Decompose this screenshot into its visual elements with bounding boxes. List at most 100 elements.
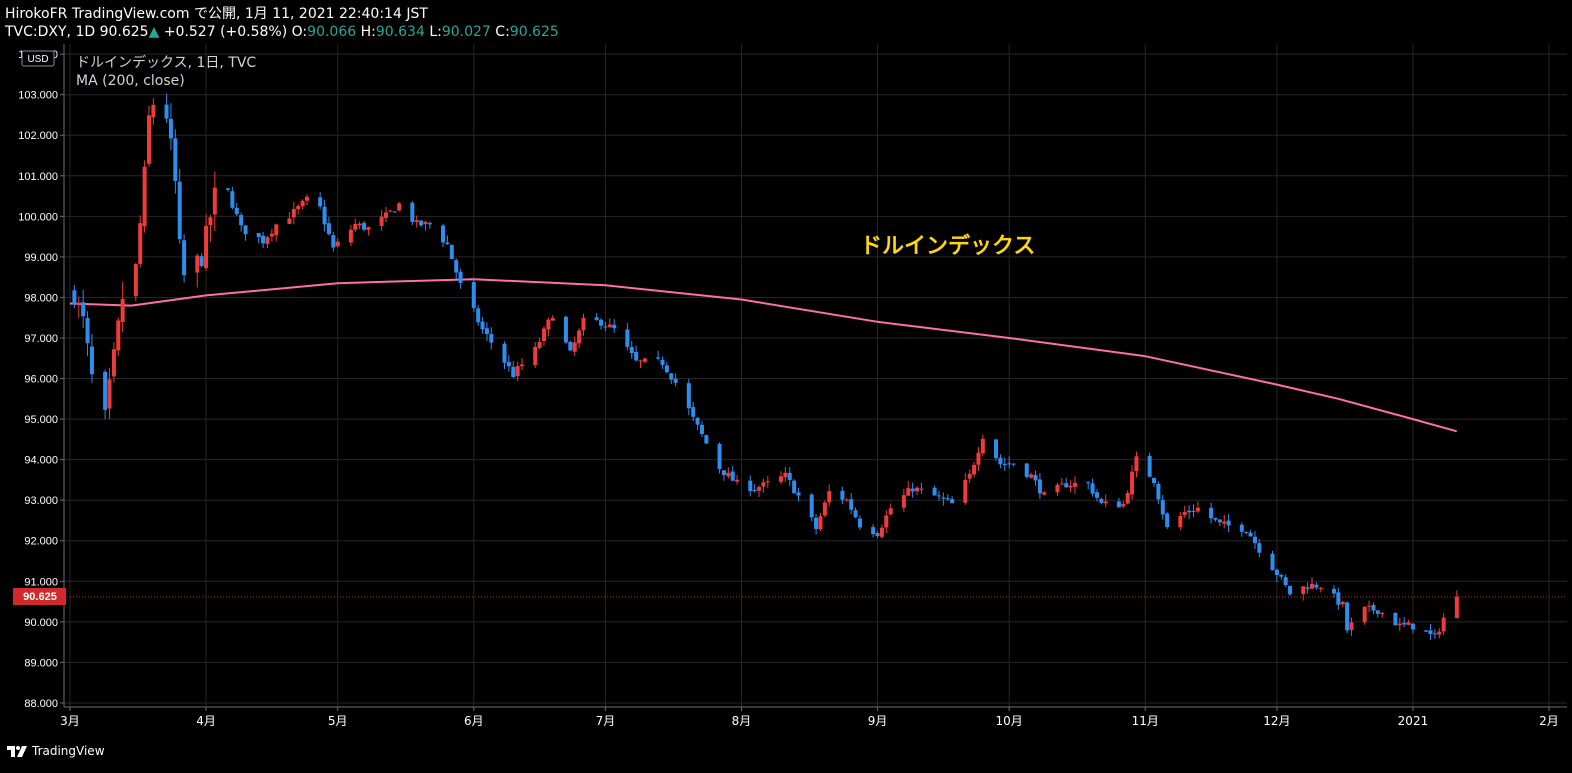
open-label: O: <box>291 24 308 40</box>
candle-body <box>1217 519 1222 523</box>
candle <box>1121 500 1126 509</box>
candle <box>243 225 248 241</box>
candle <box>629 340 634 359</box>
candle-body <box>1195 507 1200 512</box>
candle <box>1244 531 1249 535</box>
candle <box>879 524 884 539</box>
candle-body <box>1288 585 1293 595</box>
candle <box>520 358 525 371</box>
candle <box>146 106 151 167</box>
candle <box>1380 611 1385 618</box>
candle-body <box>840 490 845 500</box>
candle <box>471 277 476 313</box>
candle-body <box>133 264 138 297</box>
candle-body <box>1441 617 1446 632</box>
candle <box>875 531 880 539</box>
candle-body <box>383 212 388 218</box>
legend-ma[interactable]: MA (200, close) <box>76 73 185 89</box>
candle-body <box>1086 482 1091 484</box>
candle <box>915 486 920 496</box>
candle <box>103 369 108 420</box>
close-value: 90.625 <box>509 24 559 40</box>
candle <box>458 268 463 289</box>
candle-body <box>366 227 371 230</box>
candle <box>366 226 371 236</box>
y-tick-label: 99.000 <box>24 252 58 264</box>
candle <box>449 244 454 260</box>
legend-series[interactable]: ドルインデックス, 1日, TVC <box>76 54 256 71</box>
currency-badge[interactable] <box>21 50 55 67</box>
candle <box>269 228 274 242</box>
candle <box>1147 452 1152 477</box>
candle-body <box>792 480 797 494</box>
candle-body <box>353 223 358 230</box>
x-tick-label: 6月 <box>464 714 484 728</box>
candle <box>1209 502 1214 524</box>
candle-body <box>888 508 893 515</box>
candle <box>296 204 301 215</box>
candle <box>726 467 731 479</box>
candle <box>480 316 485 334</box>
candle <box>638 359 643 369</box>
up-arrow-icon: ▲ <box>148 24 160 40</box>
candle-body <box>1037 479 1042 494</box>
candle <box>945 494 950 501</box>
candle-body <box>146 115 151 164</box>
candle <box>1055 482 1060 497</box>
candle-body <box>752 489 757 491</box>
candle <box>419 220 424 227</box>
candle-body <box>1029 474 1034 478</box>
candle-body <box>1257 543 1262 553</box>
candle <box>1367 600 1372 613</box>
candle-body <box>1274 569 1279 576</box>
candle <box>844 498 849 502</box>
candle-body <box>541 328 546 342</box>
candle-body <box>1160 500 1165 515</box>
candle <box>787 467 792 486</box>
candle-body <box>388 210 393 212</box>
candle-body <box>151 104 156 117</box>
candle <box>814 513 819 535</box>
x-tick-label: 10月 <box>996 714 1023 728</box>
candle <box>151 98 156 125</box>
candle-body <box>932 487 937 496</box>
candle-body <box>717 443 722 469</box>
candle-body <box>392 211 397 213</box>
candle-body <box>212 187 217 215</box>
y-tick-label: 97.000 <box>24 333 58 345</box>
candle <box>1441 613 1446 635</box>
candle <box>691 401 696 422</box>
candle <box>1397 617 1402 632</box>
candle <box>168 103 173 151</box>
candle <box>967 469 972 484</box>
ohlc-line: TVC:DXY, 1D 90.625▲ +0.527 (+0.58%) O:90… <box>5 24 559 40</box>
candle <box>274 223 279 242</box>
candle <box>1195 501 1200 513</box>
candle <box>642 357 647 364</box>
candle <box>454 258 459 280</box>
last-price-label: 90.625 <box>23 591 57 603</box>
low-label: L: <box>429 24 442 40</box>
candle <box>752 484 757 493</box>
candle <box>1134 451 1139 478</box>
candle <box>603 322 608 332</box>
x-tick-label: 4月 <box>196 714 216 728</box>
candle-body <box>669 373 674 380</box>
candle <box>195 253 200 288</box>
candle-body <box>476 308 481 323</box>
candle-body <box>397 203 402 211</box>
candle <box>383 207 388 223</box>
candle <box>265 235 270 249</box>
x-tick-label: 2月 <box>1539 714 1559 728</box>
candle-body <box>199 256 204 267</box>
candle-body <box>423 221 428 224</box>
candle-body <box>787 472 792 480</box>
candle <box>1130 465 1135 500</box>
candle <box>388 210 393 213</box>
candle-body <box>572 342 577 352</box>
candle-body <box>875 533 880 537</box>
candle <box>1310 577 1315 590</box>
candle <box>1191 504 1196 517</box>
candle-body <box>489 334 494 343</box>
